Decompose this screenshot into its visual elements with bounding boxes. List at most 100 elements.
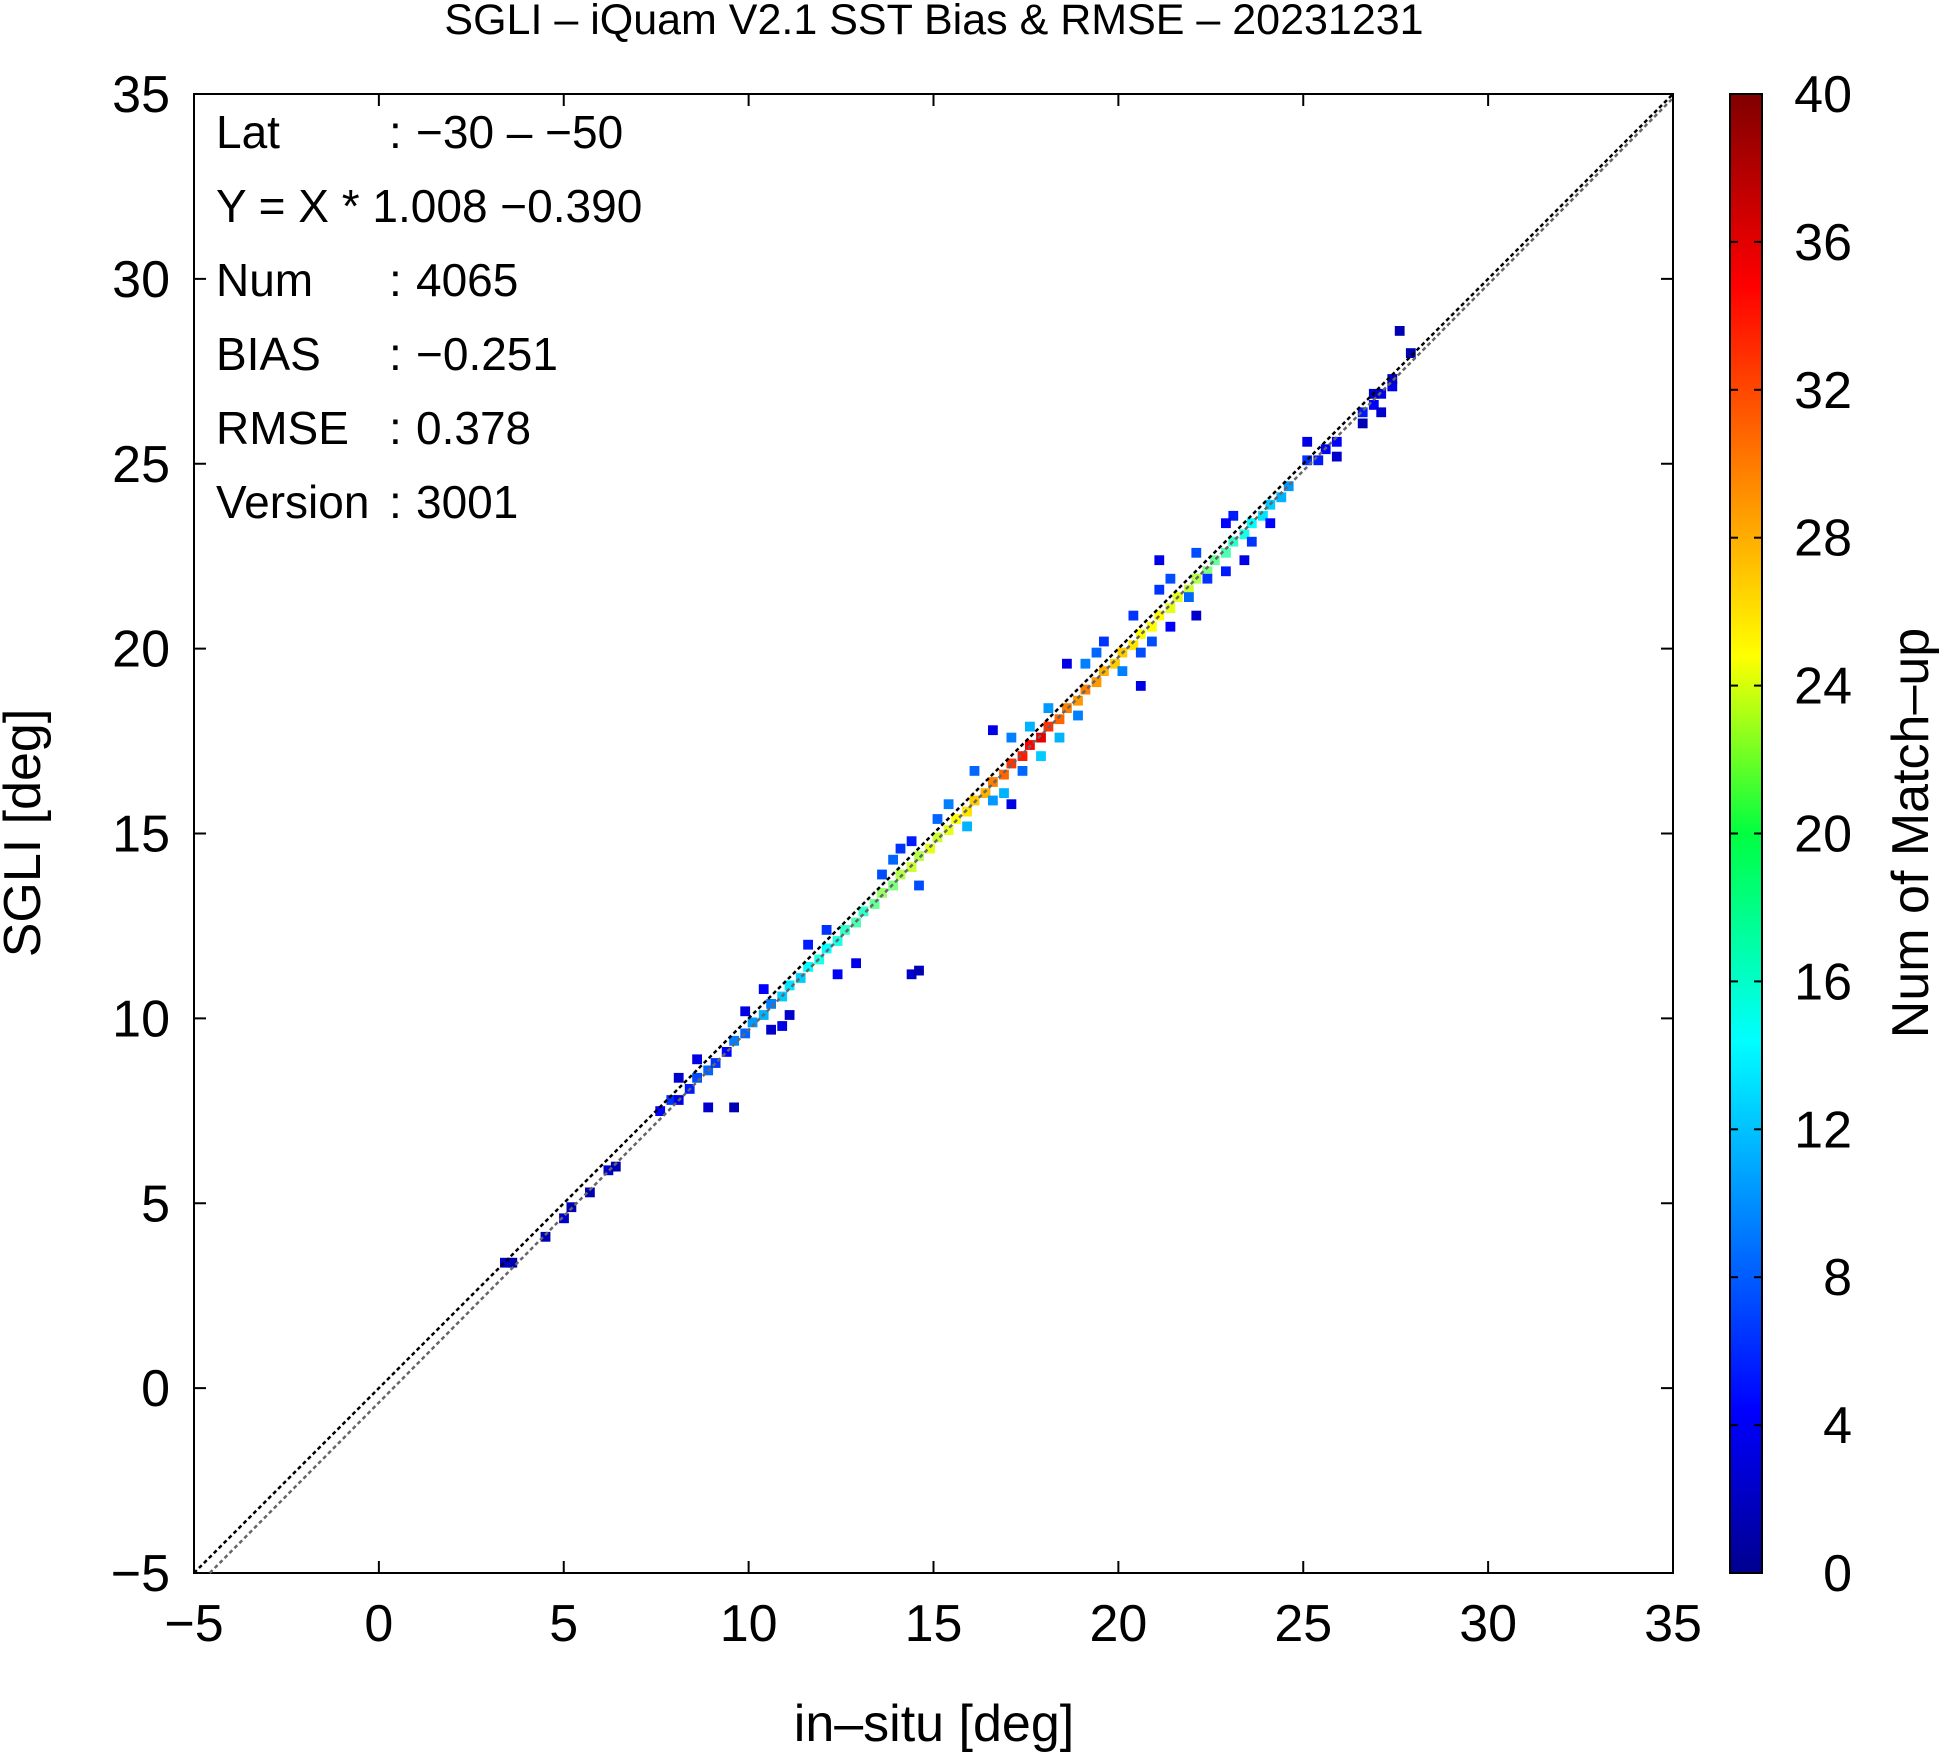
x-tick-label: 30 [1459,1595,1517,1653]
heatmap-cell [747,1017,758,1028]
heatmap-cell [1394,326,1405,336]
heatmap-cell [832,969,843,980]
heatmap-cell [1191,610,1202,621]
annotation-value: 4065 [416,254,518,306]
heatmap-cell [877,869,887,880]
heatmap-cell [1099,636,1109,647]
heatmap-cell [943,799,954,810]
heatmap-cell [1228,510,1239,521]
heatmap-cell [559,1213,569,1224]
heatmap-cell [962,806,972,817]
colorbar: 0 4 8 12 16 20 24 28 32 36 40 Num of Match–up [1729,66,1940,1603]
heatmap-cell [1191,547,1202,558]
heatmap-cell [1036,732,1046,743]
y-tick-label: 0 [141,1360,170,1418]
heatmap-cell [1239,529,1250,540]
heatmap-cell [914,851,924,861]
heatmap-cell [858,906,869,917]
heatmap-cell [895,869,906,880]
heatmap-cell [1387,374,1398,384]
heatmap-cell [1043,703,1054,713]
heatmap-cell [710,1058,721,1068]
heatmap-cell [1154,610,1165,621]
heatmap-cell [1091,647,1102,658]
heatmap-cell [1265,518,1276,529]
colorbar-tick-label: 28 [1794,510,1852,568]
heatmap-cell [1387,381,1398,392]
annotation-key: Num [216,254,313,306]
heatmap-cell [1080,658,1091,669]
annotation-key: BIAS [216,328,321,380]
colorbar-tick-label: 40 [1794,66,1852,124]
one-to-one-line [193,93,1674,1574]
heatmap-cell [1062,658,1072,669]
heatmap-cell [999,788,1009,798]
heatmap-cell [840,925,850,935]
heatmap-cell [969,766,980,776]
heatmap-cell [1368,400,1379,410]
colorbar-tick-label: 16 [1794,953,1852,1011]
heatmap-cell [1202,573,1213,584]
heatmap-cell [1302,436,1313,447]
heatmap-cell [766,1024,776,1035]
annotation-separator: : [389,254,402,306]
heatmap-cell [1154,555,1165,566]
y-tick-label: −5 [111,1545,170,1603]
heatmap-cell [1062,703,1072,713]
annotation-value: 3001 [416,476,518,528]
annotation-separator: : [389,476,402,528]
heatmap-cell [1357,407,1368,418]
heatmap-cell [906,969,917,980]
colorbar-tick-label: 24 [1794,658,1852,716]
heatmap-cell [1221,518,1231,529]
heatmap-cell [895,843,906,854]
y-tick-label: 20 [112,621,170,679]
heatmap-cell [795,973,806,983]
annotation-separator: : [389,106,402,158]
heatmap-cell [655,1106,666,1116]
heatmap-cell [980,788,991,798]
heatmap-cell [1302,455,1313,466]
heatmap-cell [1006,732,1017,743]
heatmap-cell [1258,510,1268,521]
heatmap-cell [851,917,861,928]
heatmap-cell [869,899,880,909]
colorbar-tick-label: 36 [1794,214,1852,272]
heatmap-cell [1184,584,1194,595]
heatmap-cell [932,814,943,824]
heatmap-cell [777,1021,788,1031]
heatmap-cell [673,1072,684,1083]
heatmap-cell [1006,799,1017,810]
heatmap-cell [1246,536,1257,547]
heatmap-cell [1276,492,1287,503]
heatmap-cell [851,958,861,969]
heatmap-cell [1184,592,1194,602]
colorbar-tick-label: 32 [1794,362,1852,420]
heatmap-cell [784,980,795,991]
heatmap-cell [1073,695,1083,706]
heatmap-cell [703,1102,714,1113]
heatmap-cell [603,1165,614,1176]
y-tick-label: 10 [112,990,170,1048]
heatmap-cell [766,999,776,1009]
annotation-key: RMSE [216,402,349,454]
heatmap-cell [692,1054,702,1065]
heatmap-cell [1283,481,1294,492]
colorbar-ticks: 0 4 8 12 16 20 24 28 32 36 40 [1730,66,1852,1603]
heatmap-cell [1221,547,1231,558]
heatmap-cell [1331,436,1342,447]
x-axis-ticks: −5 0 5 10 15 20 25 30 35 [164,94,1702,1653]
heatmap-cell [1147,636,1157,647]
annotation-separator: : [389,328,402,380]
annotation-value: 0.378 [416,402,531,454]
heatmap-cell [943,825,954,835]
heatmap-cell [540,1231,551,1242]
colorbar-tick-label: 0 [1823,1545,1852,1603]
y-tick-label: 25 [112,436,170,494]
heatmap-cell [1117,666,1128,676]
y-axis-ticks: −5 0 5 10 15 20 25 30 35 [111,66,1673,1603]
heatmap-cell [1313,455,1324,466]
heatmap-cell [914,965,924,976]
heatmap-cell [888,854,898,865]
